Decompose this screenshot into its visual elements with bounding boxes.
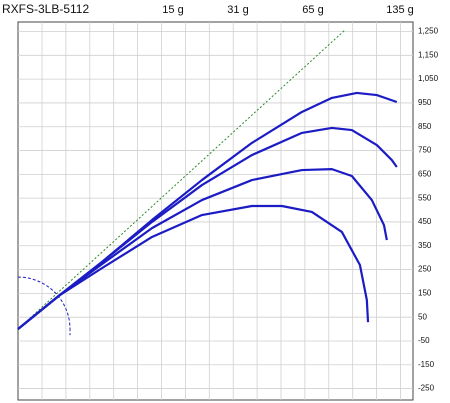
series-line <box>17 91 398 330</box>
y-tick-label: 650 <box>418 169 432 178</box>
y-tick-label: -250 <box>418 384 435 393</box>
plot-frame <box>17 21 414 401</box>
y-tick-label: 750 <box>418 146 432 155</box>
y-tick-label: 850 <box>418 122 432 131</box>
y-tick-label: 550 <box>418 193 432 202</box>
y-tick-label: 450 <box>418 217 432 226</box>
series-line <box>17 168 388 330</box>
y-tick-label: 150 <box>418 288 432 297</box>
series-label: 15 g <box>162 4 183 16</box>
y-tick-label: 50 <box>418 312 427 321</box>
y-tick-label: 1,250 <box>418 27 439 36</box>
y-tick-label: -150 <box>418 360 435 369</box>
y-tick-label: 250 <box>418 265 432 274</box>
series-label: 65 g <box>302 4 323 16</box>
y-tick-label: 1,150 <box>418 50 439 59</box>
series-label: 135 g <box>386 4 414 16</box>
chart-title: RXFS-3LB-5112 <box>2 2 89 16</box>
reference-line <box>17 29 346 330</box>
series-line <box>17 126 398 330</box>
y-tick-label: 350 <box>418 241 432 250</box>
y-tick-label: 1,050 <box>418 74 439 83</box>
reference-arc <box>17 276 71 330</box>
series-line <box>17 204 370 330</box>
y-tick-label: -50 <box>418 336 430 345</box>
series-label: 31 g <box>227 4 248 16</box>
y-tick-label: 950 <box>418 98 432 107</box>
